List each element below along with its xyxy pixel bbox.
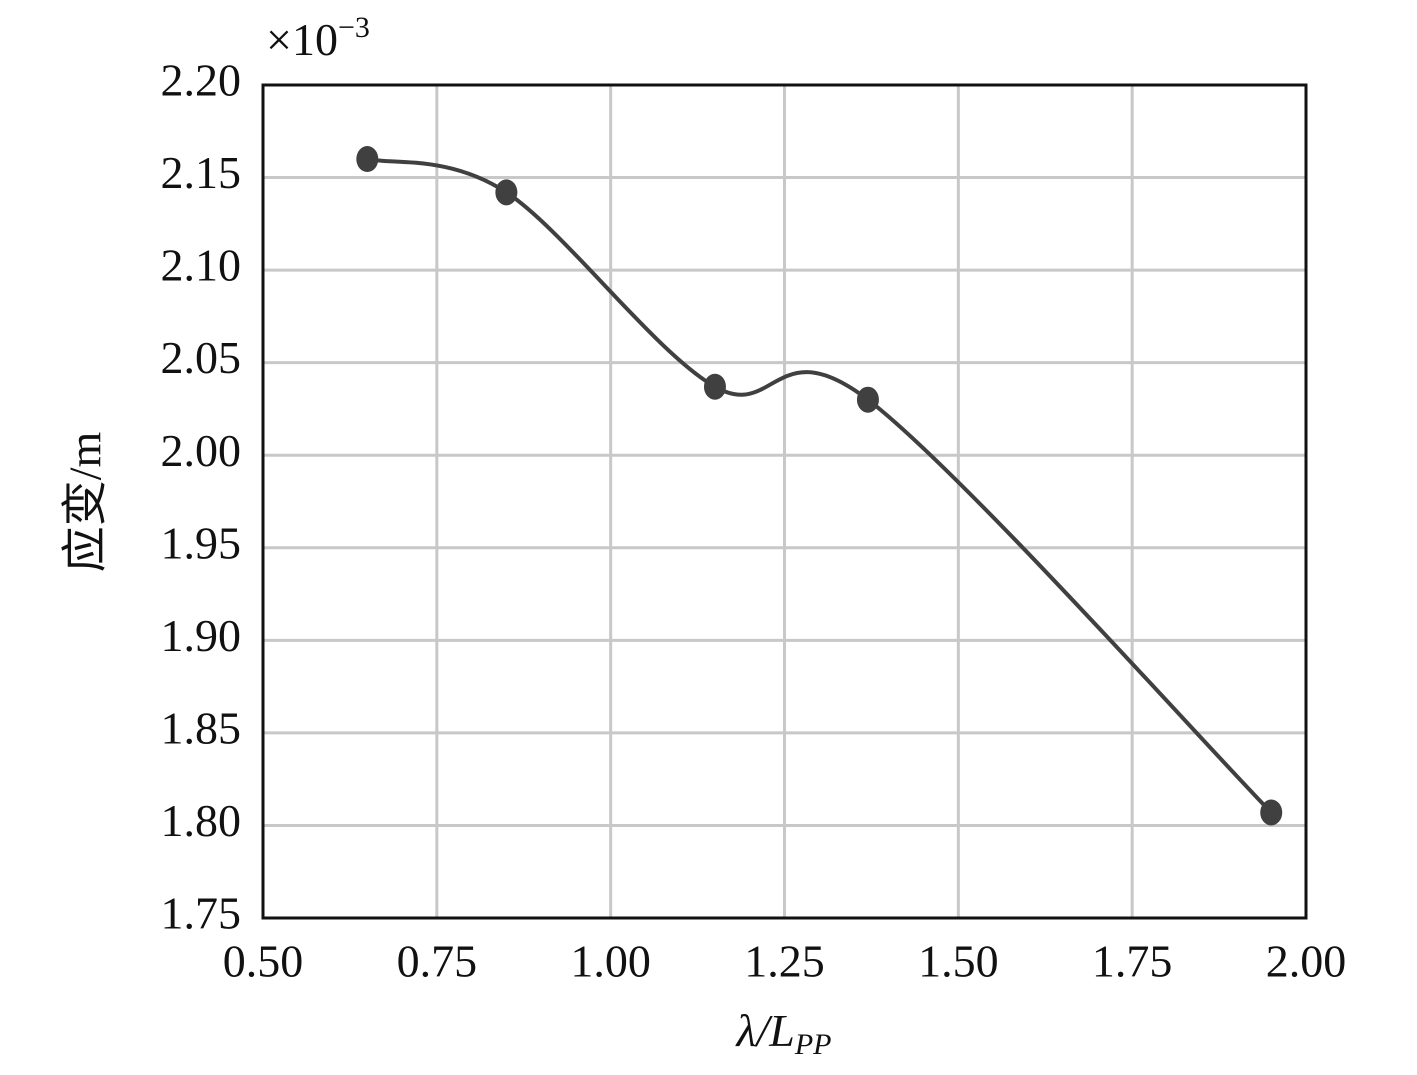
axis-multiplier: ×10−3 (266, 11, 370, 65)
marker (856, 386, 879, 413)
y-tick-label: 1.75 (161, 888, 242, 939)
y-tick-label: 1.85 (161, 702, 242, 753)
marker (1260, 799, 1283, 826)
x-axis-label: λ/LPP (735, 1005, 832, 1061)
plot-frame (261, 83, 1308, 920)
x-tick-label: 1.50 (918, 936, 999, 987)
x-tick-label: 2.00 (1266, 936, 1347, 987)
marker (703, 373, 726, 400)
marker (356, 146, 379, 173)
x-tick-label: 1.25 (744, 936, 825, 987)
x-tick-label: 1.00 (570, 936, 651, 987)
x-tick-label: 0.75 (397, 936, 478, 987)
y-tick-label: 2.15 (161, 147, 242, 198)
y-tick-label: 1.95 (161, 517, 242, 568)
y-tick-label: 2.20 (161, 55, 242, 106)
y-tick-label: 2.05 (161, 332, 242, 383)
y-tick-label: 2.00 (161, 425, 242, 476)
y-tick-label: 1.80 (161, 795, 242, 846)
y-tick-label: 1.90 (161, 610, 242, 661)
y-tick-label: 2.10 (161, 240, 242, 291)
x-tick-label: 0.50 (223, 936, 304, 987)
y-axis-label: 应变/m (60, 432, 111, 573)
marker (495, 179, 518, 206)
x-tick-label: 1.75 (1092, 936, 1173, 987)
line (366, 157, 1273, 814)
